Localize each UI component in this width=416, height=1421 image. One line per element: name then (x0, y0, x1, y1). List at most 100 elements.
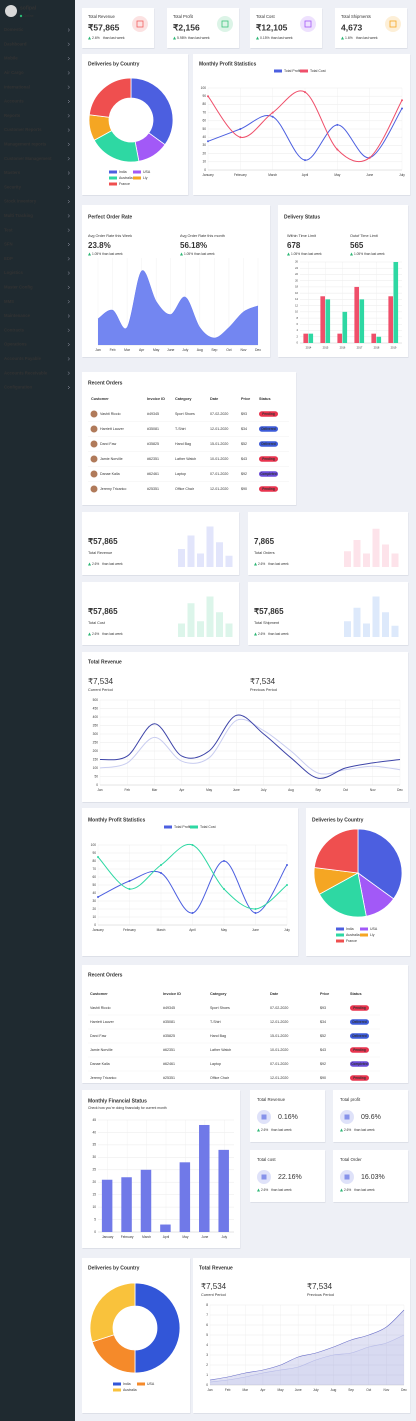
legend-swatch (360, 933, 368, 937)
mini-bar (372, 528, 380, 567)
metric-label: Within Time Limit (287, 234, 317, 238)
table-cell: Hand Bag (175, 442, 191, 446)
x-tick-label: July (399, 173, 405, 177)
card-title: Total Revenue (199, 1265, 233, 1271)
y-tick-label: 50 (92, 883, 96, 887)
menu-item[interactable]: MMS (4, 299, 14, 304)
x-tick-label: March (157, 928, 166, 932)
y-tick-label: 8 (297, 316, 299, 320)
x-tick-label: Jan (97, 788, 102, 792)
bar (376, 336, 382, 343)
menu-item[interactable]: Domestic (4, 27, 24, 32)
menu-item[interactable]: Masters (4, 170, 21, 175)
bar (388, 296, 393, 343)
menu-item[interactable]: Customer Reports (4, 127, 42, 132)
line-point (239, 128, 242, 130)
line-point (401, 99, 403, 102)
menu-item[interactable]: Configuration (4, 385, 33, 390)
y-tick-label: 6 (297, 322, 299, 326)
menu-item[interactable]: Mobile (4, 56, 18, 61)
menu-item[interactable]: Maintenance (4, 313, 31, 318)
chevron (67, 85, 70, 89)
bar (359, 299, 365, 343)
stat-title: Total Cost (256, 14, 275, 19)
card-title: Delivery Status (284, 214, 320, 220)
x-tick-label: Mar (152, 788, 158, 792)
menu-item[interactable]: International (4, 84, 30, 89)
status-badge (259, 471, 278, 477)
user-status: Online (24, 14, 34, 18)
x-tick-label: 2017 (357, 346, 363, 350)
customer-avatar (90, 455, 98, 463)
card (248, 512, 408, 575)
line-point (191, 912, 194, 914)
menu-item[interactable]: Security (4, 184, 22, 189)
menu-item[interactable]: Contracts (4, 327, 25, 332)
menu-item[interactable]: SFN (4, 242, 13, 247)
menu-item[interactable]: Multi Tracking (4, 213, 33, 218)
status-text: Delivered (352, 1020, 366, 1024)
table-cell: #62461 (147, 472, 159, 476)
legend-label: Total Cost (310, 69, 326, 73)
menu-item[interactable]: Reports (4, 113, 21, 118)
stat-icon (300, 16, 316, 32)
column-header: Price (320, 992, 329, 996)
bar (320, 296, 325, 343)
menu-item[interactable]: Logistics (4, 270, 23, 275)
card-title: Deliveries by Country (312, 817, 364, 823)
legend-label: India (123, 1382, 131, 1386)
column-header: Customer (91, 397, 109, 401)
x-tick-label: Apr (260, 1388, 266, 1392)
legend-label: Total Cost (200, 825, 216, 829)
legend-swatch (113, 1388, 121, 1392)
status-text: Pending (262, 412, 275, 416)
small-title: Total profit (340, 1097, 361, 1102)
small-value: 16.03% (361, 1174, 385, 1181)
menu-item[interactable]: Master Config (4, 285, 33, 290)
small-value: 22.16% (278, 1174, 302, 1181)
menu-item[interactable]: Accounts Payable (4, 356, 42, 361)
customer-avatar (90, 410, 98, 418)
legend-swatch (133, 170, 141, 174)
x-tick-label: Feb (125, 788, 131, 792)
y-tick-label: 20 (92, 1180, 96, 1184)
menu-item[interactable]: Operations (4, 342, 27, 347)
mini-bar (382, 612, 389, 637)
menu-item[interactable]: Air Cargo (4, 70, 24, 75)
menu-item[interactable]: EDP (4, 256, 13, 261)
stat-icon-glyph (389, 20, 397, 28)
card-title: Total Revenue (88, 659, 122, 665)
legend-label: Lly (370, 933, 375, 937)
period-label: Current Period (88, 688, 113, 692)
menu-item[interactable]: Accounts Receivable (4, 370, 48, 375)
y-tick-label: 100 (201, 86, 207, 90)
y-tick-label: 20 (92, 907, 96, 911)
y-tick-label: 100 (93, 766, 99, 770)
table-cell: Laptop (175, 472, 186, 476)
menu-item[interactable]: Dashboard (4, 41, 27, 46)
menu-item[interactable]: Accounts (4, 99, 24, 104)
menu-item[interactable]: Stock Inventory (4, 199, 37, 204)
menu-item[interactable]: Management reports (4, 142, 47, 147)
change: 1.05% (184, 252, 193, 256)
card-subtitle: Check how you're doing financially for c… (88, 1106, 167, 1110)
y-tick-label: 60 (202, 119, 206, 123)
chevron (67, 128, 70, 132)
table-cell: Sport Shoes (175, 412, 195, 416)
chevron (67, 42, 70, 46)
x-tick-label: May (334, 173, 340, 177)
stat-icon-glyph (136, 20, 144, 28)
y-tick-label: 0 (206, 1383, 208, 1387)
menu-item[interactable]: Test (4, 227, 13, 232)
x-tick-label: 2018 (374, 346, 380, 350)
status-badge (350, 1075, 369, 1081)
metric-value: 23.8% (88, 241, 111, 250)
status-text: Pending (353, 1006, 366, 1010)
card (82, 372, 296, 505)
column-header: Status (259, 397, 271, 401)
mini-value: ₹57,865 (88, 537, 118, 546)
user-name: sofipal (20, 5, 37, 11)
table-cell: #62351 (147, 457, 159, 461)
table-cell: Danae Kalla (100, 472, 120, 476)
menu-item[interactable]: Customer Management (4, 156, 52, 161)
